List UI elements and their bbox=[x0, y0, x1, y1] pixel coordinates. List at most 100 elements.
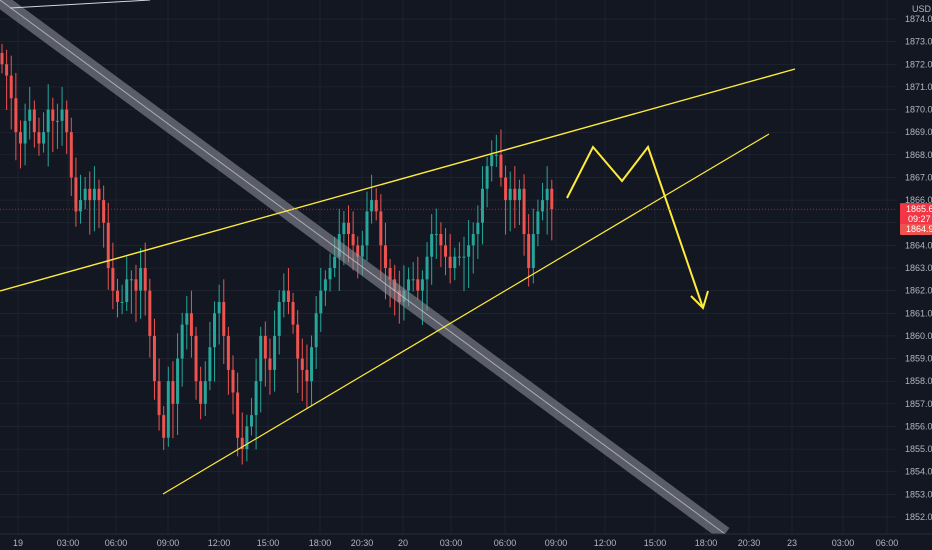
candle-body bbox=[365, 211, 369, 246]
candle-body bbox=[448, 256, 452, 268]
candle-body bbox=[152, 335, 156, 382]
candle-body bbox=[203, 381, 207, 404]
time-tick-label: 06:00 bbox=[876, 538, 899, 548]
candle-body bbox=[28, 109, 32, 121]
candle-body bbox=[254, 381, 258, 416]
candle-body bbox=[32, 109, 36, 133]
candle-body bbox=[499, 154, 503, 178]
candle-body bbox=[379, 211, 383, 246]
price-tick-label: 1863.0 bbox=[905, 263, 932, 273]
candle-body bbox=[217, 301, 221, 314]
price-tick-label: 1872.0 bbox=[905, 59, 932, 69]
bid-price-badge: 1864.9 bbox=[900, 223, 932, 235]
price-axis-background bbox=[897, 0, 932, 534]
candle-body bbox=[467, 245, 471, 257]
candle-body bbox=[383, 245, 387, 268]
candle-body bbox=[522, 188, 526, 235]
time-tick-label: 15:00 bbox=[644, 538, 667, 548]
price-tick-label: 1858.0 bbox=[905, 376, 932, 386]
time-tick-label: 03:00 bbox=[57, 538, 80, 548]
candle-body bbox=[213, 313, 217, 348]
candle-body bbox=[351, 234, 355, 246]
candle-body bbox=[0, 52, 4, 65]
candle-body bbox=[471, 234, 475, 246]
candle-body bbox=[273, 335, 277, 370]
candle-body bbox=[88, 188, 92, 201]
price-tick-label: 1871.0 bbox=[905, 82, 932, 92]
candle-body bbox=[111, 268, 115, 291]
candle-body bbox=[531, 234, 535, 268]
time-tick-label: 20:30 bbox=[738, 538, 761, 548]
price-tick-label: 1854.0 bbox=[905, 467, 932, 477]
candle-body bbox=[411, 279, 415, 281]
price-tick-label: 1852.0 bbox=[905, 512, 932, 522]
candle-body bbox=[328, 268, 332, 280]
price-tick-label: 1864.0 bbox=[905, 240, 932, 250]
candle-body bbox=[263, 335, 267, 359]
time-tick-label: 20 bbox=[398, 538, 408, 548]
candle-body bbox=[388, 268, 392, 280]
candle-body bbox=[536, 211, 540, 235]
candle-body bbox=[541, 200, 545, 212]
candle-body bbox=[222, 301, 226, 336]
time-tick-label: 09:00 bbox=[157, 538, 180, 548]
candle-body bbox=[310, 347, 314, 382]
candle-body bbox=[296, 324, 300, 359]
candle-body bbox=[194, 335, 198, 382]
candle-body bbox=[116, 290, 119, 302]
candle-body bbox=[125, 279, 129, 302]
projection-path bbox=[566, 144, 704, 309]
candle-body bbox=[485, 166, 489, 189]
price-tick-label: 1867.0 bbox=[905, 172, 932, 182]
candle-body bbox=[444, 245, 448, 257]
candle-body bbox=[416, 279, 420, 291]
time-tick-label: 09:00 bbox=[545, 538, 568, 548]
candle-body bbox=[185, 313, 189, 325]
candle-body bbox=[189, 313, 193, 336]
candle-body bbox=[545, 188, 549, 201]
time-tick-label: 20:30 bbox=[351, 538, 374, 548]
lower-trendline bbox=[162, 133, 770, 495]
last-price-value: 1865.6 bbox=[906, 204, 932, 214]
price-tick-label: 1859.0 bbox=[905, 354, 932, 364]
candle-body bbox=[79, 200, 83, 212]
candle-body bbox=[314, 313, 318, 348]
candle-body bbox=[74, 177, 78, 212]
price-tick-label: 1874.0 bbox=[905, 14, 932, 24]
candle-body bbox=[208, 347, 212, 382]
candle-body bbox=[356, 245, 360, 257]
price-tick-label: 1857.0 bbox=[905, 399, 932, 409]
price-tick-label: 1853.0 bbox=[905, 489, 932, 499]
candle-body bbox=[92, 188, 96, 201]
candle-body bbox=[291, 301, 295, 325]
bid-price-value: 1864.9 bbox=[906, 224, 932, 234]
time-tick-label: 03:00 bbox=[832, 538, 855, 548]
candle-body bbox=[268, 358, 272, 370]
price-tick-label: 1869.0 bbox=[905, 127, 932, 137]
last-price-badge-bg bbox=[900, 203, 932, 226]
candle-body bbox=[18, 132, 22, 144]
bid-price-badge-bg bbox=[900, 223, 932, 235]
candle-body bbox=[333, 256, 337, 268]
candle-body bbox=[259, 335, 263, 382]
candle-body bbox=[55, 120, 59, 122]
candle-body bbox=[46, 109, 50, 133]
upper-trendline bbox=[0, 68, 796, 292]
time-tick-labels: 19 03:00 06:00 09:00 12:00 15:00 18:00 20:30 20 0… bbox=[13, 538, 898, 548]
candle-body bbox=[504, 177, 508, 201]
candle-body bbox=[319, 290, 323, 314]
candle-body bbox=[69, 132, 73, 178]
candle-body bbox=[550, 188, 554, 210]
time-axis[interactable]: 19 03:00 06:00 09:00 12:00 15:00 18:00 20:30 20 0… bbox=[0, 533, 932, 550]
candle-body bbox=[134, 279, 138, 291]
candle-body bbox=[51, 109, 55, 121]
time-tick-label: 18:00 bbox=[309, 538, 332, 548]
price-axis[interactable]: USD 1852.0 1853.0 1854.0 1855.0 1856.0 1857.0… bbox=[897, 0, 932, 534]
time-tick-label: 15:00 bbox=[257, 538, 280, 548]
candle-body bbox=[240, 437, 244, 450]
candle-body bbox=[139, 268, 143, 291]
candle-body bbox=[527, 234, 531, 268]
candle-body bbox=[226, 335, 230, 370]
candle-body bbox=[374, 200, 378, 212]
